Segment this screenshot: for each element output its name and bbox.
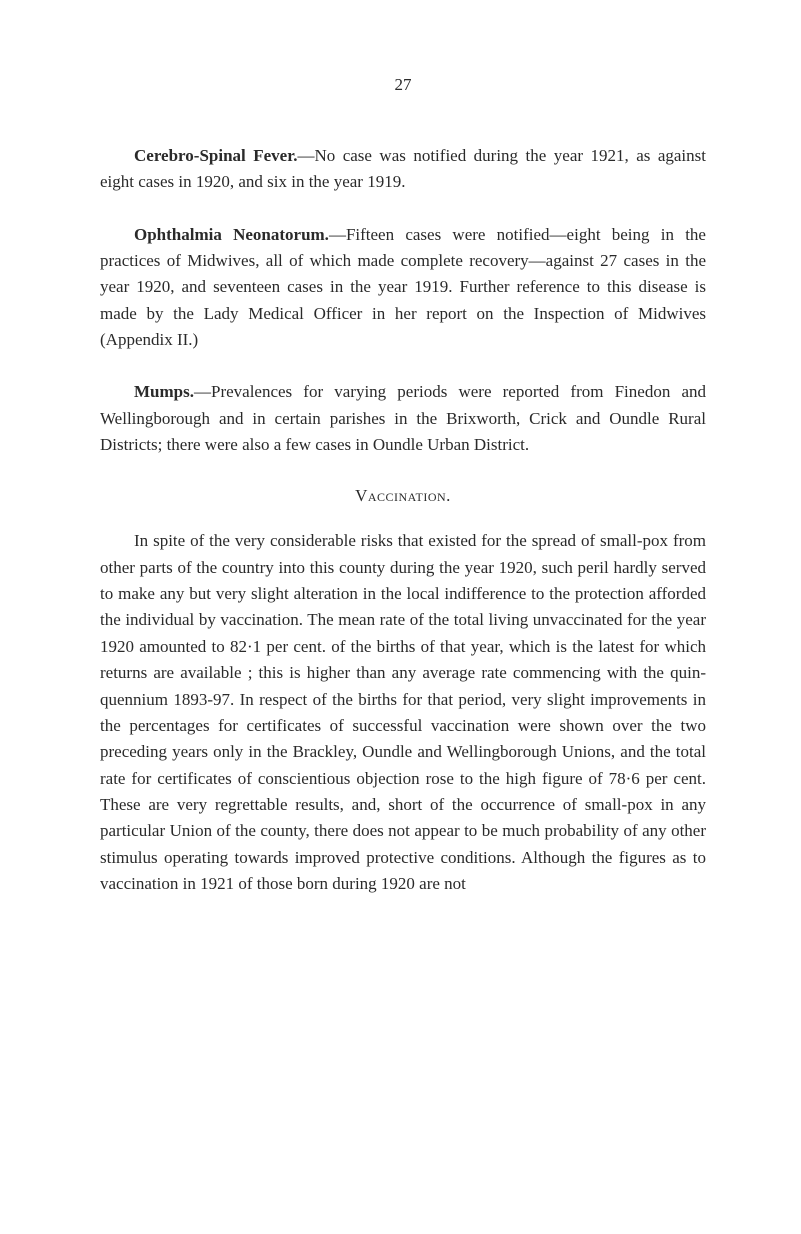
paragraph-cerebro-spinal: Cerebro-Spinal Fever.—No case was notifi…: [100, 143, 706, 196]
paragraph-vaccination-body: In spite of the very considerable risks …: [100, 528, 706, 897]
paragraph-ophthalmia: Ophthalmia Neonatorum.—Fifteen cases wer…: [100, 222, 706, 354]
lead-cerebro-spinal: Cerebro-Spinal Fever.: [134, 146, 297, 165]
lead-ophthalmia: Ophthalmia Neonatorum.: [134, 225, 329, 244]
section-heading-vaccination: Vaccination.: [100, 486, 706, 506]
lead-mumps: Mumps.: [134, 382, 194, 401]
page-number: 27: [100, 75, 706, 95]
paragraph-mumps: Mumps.—Prevalences for varying periods w…: [100, 379, 706, 458]
